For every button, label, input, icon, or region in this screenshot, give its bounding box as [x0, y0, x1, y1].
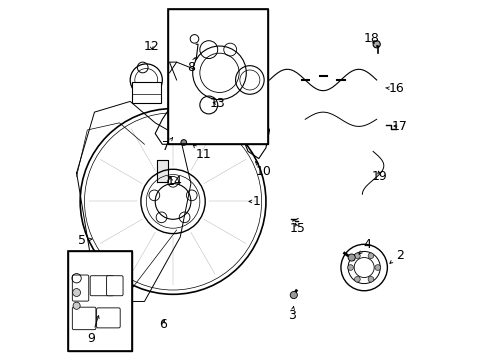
Circle shape [73, 302, 80, 309]
Text: 8: 8 [186, 58, 195, 74]
Text: 17: 17 [391, 120, 407, 133]
Circle shape [367, 253, 373, 258]
Text: 9: 9 [87, 316, 99, 346]
FancyBboxPatch shape [72, 275, 88, 301]
FancyBboxPatch shape [90, 276, 114, 296]
Bar [167, 9, 267, 144]
Text: 1: 1 [248, 195, 261, 208]
Text: 18: 18 [364, 32, 379, 45]
Circle shape [181, 140, 186, 145]
Text: 3: 3 [287, 306, 295, 322]
Circle shape [367, 276, 373, 282]
Circle shape [354, 253, 360, 258]
Circle shape [374, 265, 380, 270]
Circle shape [354, 276, 360, 282]
FancyBboxPatch shape [97, 308, 120, 328]
Text: 10: 10 [255, 162, 271, 177]
Text: 5: 5 [78, 234, 92, 247]
Circle shape [347, 254, 354, 261]
Text: 19: 19 [371, 170, 386, 183]
Text: 6: 6 [159, 318, 166, 331]
Bar [67, 251, 132, 351]
Text: 2: 2 [389, 248, 403, 264]
Circle shape [372, 41, 380, 48]
FancyBboxPatch shape [106, 276, 123, 296]
Text: 11: 11 [193, 145, 211, 162]
Bar [67, 251, 132, 351]
Circle shape [347, 265, 353, 270]
Text: 4: 4 [358, 238, 371, 254]
Circle shape [290, 292, 297, 298]
Text: 7: 7 [162, 138, 172, 153]
Text: 14: 14 [166, 175, 183, 188]
Text: 13: 13 [209, 97, 225, 110]
Circle shape [73, 289, 81, 296]
Polygon shape [157, 160, 167, 182]
Text: 15: 15 [289, 222, 305, 235]
Bar [132, 82, 160, 103]
Text: 12: 12 [143, 40, 159, 53]
Bar [167, 9, 267, 144]
FancyBboxPatch shape [72, 307, 96, 330]
Text: 16: 16 [385, 82, 404, 95]
